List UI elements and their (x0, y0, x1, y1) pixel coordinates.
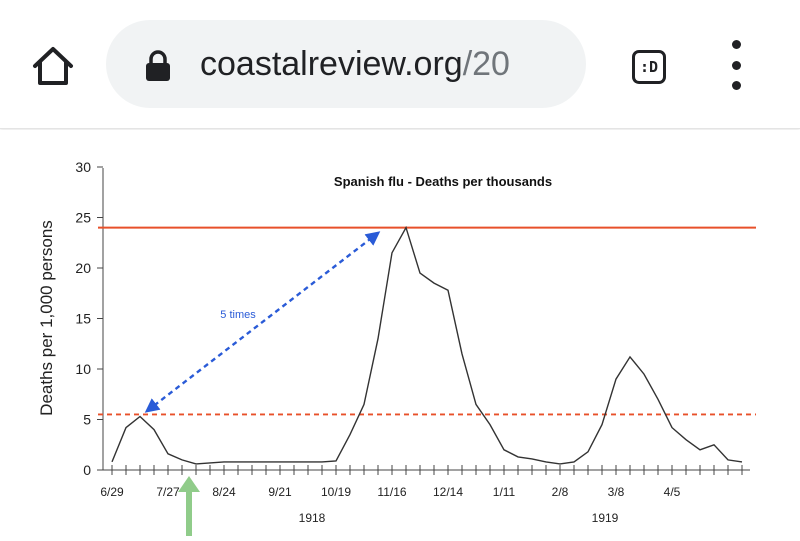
url-text[interactable]: coastalreview.org/20 (200, 42, 510, 86)
lock-icon (146, 50, 170, 81)
annotation-label: 5 times (220, 309, 256, 321)
y-tick-label: 30 (75, 159, 91, 175)
browser-toolbar: coastalreview.org/20 :D (0, 0, 800, 129)
y-tick-label: 25 (75, 210, 91, 226)
y-tick-label: 10 (75, 361, 91, 377)
y-tick-label: 15 (75, 311, 91, 327)
home-icon (33, 47, 73, 85)
series-line (111, 225, 743, 465)
x-tick-label: 6/29 (100, 485, 124, 499)
x-tick-label: 2/8 (552, 485, 569, 499)
flu-chart: Spanish flu - Deaths per thousands Death… (37, 159, 756, 536)
green-up-arrow (178, 476, 200, 536)
x-tick-label: 7/27 (156, 485, 180, 499)
x-tick-label: 10/19 (321, 485, 351, 499)
chart-title: Spanish flu - Deaths per thousands (334, 174, 552, 189)
tab-switcher-icon: :D (632, 50, 666, 84)
x-tick-label: 11/16 (377, 485, 406, 499)
x-tick-label: 4/5 (664, 485, 681, 499)
url-path: /20 (462, 45, 510, 83)
year-label-1918: 1918 (299, 511, 326, 525)
overflow-menu-icon (731, 40, 741, 49)
y-tick-label: 5 (83, 412, 91, 428)
address-bar[interactable]: coastalreview.org/20 (106, 20, 586, 108)
x-tick-label: 1/11 (493, 485, 516, 499)
year-label-1919: 1919 (592, 511, 619, 525)
x-tick-label: 8/24 (212, 485, 236, 499)
url-host: coastalreview.org (200, 45, 463, 83)
overflow-menu-button[interactable] (718, 40, 754, 90)
x-tick-label: 12/14 (433, 485, 463, 499)
menu-dot (731, 60, 741, 70)
y-axis-label: Deaths per 1,000 persons (37, 220, 56, 416)
y-tick-label: 20 (75, 260, 91, 276)
y-tick-label: 0 (83, 462, 91, 478)
home-button[interactable] (22, 38, 84, 94)
x-tick-label: 3/8 (608, 485, 625, 499)
menu-dot (731, 81, 741, 90)
five-times-arrow (144, 231, 381, 413)
page-content: Spanish flu - Deaths per thousands Death… (0, 130, 800, 536)
x-tick-label: 9/21 (268, 485, 292, 499)
tab-switcher-button[interactable]: :D (624, 42, 674, 92)
